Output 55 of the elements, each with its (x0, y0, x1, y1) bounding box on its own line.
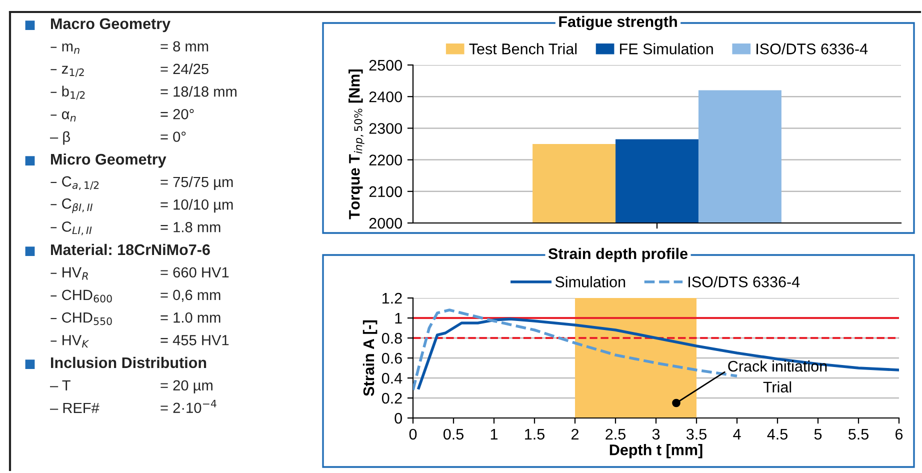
chart-title: Fatigue strength (559, 16, 677, 30)
text: – CHD$_{550}$ = 1.0 mm (50, 312, 220, 326)
text: Micro Geometry (51, 153, 166, 168)
text: – m$_{n}$ = 8 mm (50, 41, 208, 54)
x-tick-label: 1.5 (525, 428, 544, 440)
x-tick-label: 0 (409, 428, 417, 440)
y-tick-label: 2400 (369, 91, 402, 102)
text: Material: 18CrNiMo7-6 (51, 244, 210, 256)
legend-label: Simulation (555, 276, 626, 288)
y-tick-label: 1 (395, 313, 402, 324)
text: Macro Geometry (51, 18, 170, 32)
text: – C$_{βI,II}$ = 10/10 µm (50, 198, 233, 214)
text: – C$_{a,1/2}$ = 75/75 µm (50, 176, 233, 190)
text: – HV$_{K}$ = 455 HV1 (50, 335, 229, 348)
text: – α$_{n}$ = 20° (50, 108, 194, 122)
text: – b$_{1/2}$ = 18/18 mm (50, 86, 236, 100)
text: – C$_{LI,II}$ = 1.8 mm (50, 221, 220, 236)
text: – REF# = 2·10$^{−4}$ (50, 400, 216, 414)
y-axis-title: Strain A [-] (362, 320, 378, 396)
y-tick-label: 2100 (369, 186, 402, 198)
x-tick-label: 3.5 (686, 428, 706, 440)
legend-label: Test Bench Trial (469, 43, 577, 54)
y-axis-title: Torque T$_{inp,50%}$ [Nm] (348, 70, 364, 220)
legend-label: ISO/DTS 6336-4 (688, 276, 800, 288)
text: – T = 20 µm (50, 380, 212, 394)
y-tick-label: 0 (394, 412, 402, 424)
text: – z$_{1/2}$ = 24/25 (50, 63, 208, 77)
y-tick-label: 0.4 (382, 372, 402, 384)
text: – β = 0° (50, 131, 186, 145)
x-tick-label: 5.5 (848, 428, 868, 440)
x-tick-label: 2.5 (606, 428, 626, 440)
text: Inclusion Distribution (51, 356, 206, 368)
x-tick-label: 6 (896, 428, 903, 440)
legend-label: FE Simulation (620, 43, 713, 54)
y-tick-label: 1.2 (382, 292, 402, 304)
legend-label: ISO/DTS 6336-4 (756, 43, 868, 54)
x-tick-label: 5 (814, 428, 822, 440)
x-axis-title: Depth t [mm] (610, 444, 702, 458)
annotation: Crack initiation Trial (728, 360, 827, 393)
x-tick-label: 4 (733, 428, 741, 440)
y-tick-label: 2500 (369, 60, 402, 71)
y-tick-label: 2200 (369, 154, 402, 166)
text: – HV$_{R}$ = 660 HV1 (50, 267, 229, 280)
x-tick-label: 2 (572, 428, 578, 440)
x-tick-label: 0.5 (443, 428, 464, 440)
x-tick-label: 4.5 (767, 428, 788, 440)
x-tick-label: 3 (652, 428, 660, 440)
text: – CHD$_{600}$ = 0,6 mm (50, 290, 220, 302)
chart-title: Strain depth profile (548, 248, 688, 262)
y-tick-label: 0.8 (382, 332, 402, 344)
y-tick-label: 0.2 (382, 392, 402, 404)
y-tick-label: 0.6 (382, 352, 402, 364)
y-tick-label: 2300 (369, 123, 402, 134)
x-tick-label: 1 (490, 428, 498, 440)
y-tick-label: 2000 (369, 218, 402, 229)
